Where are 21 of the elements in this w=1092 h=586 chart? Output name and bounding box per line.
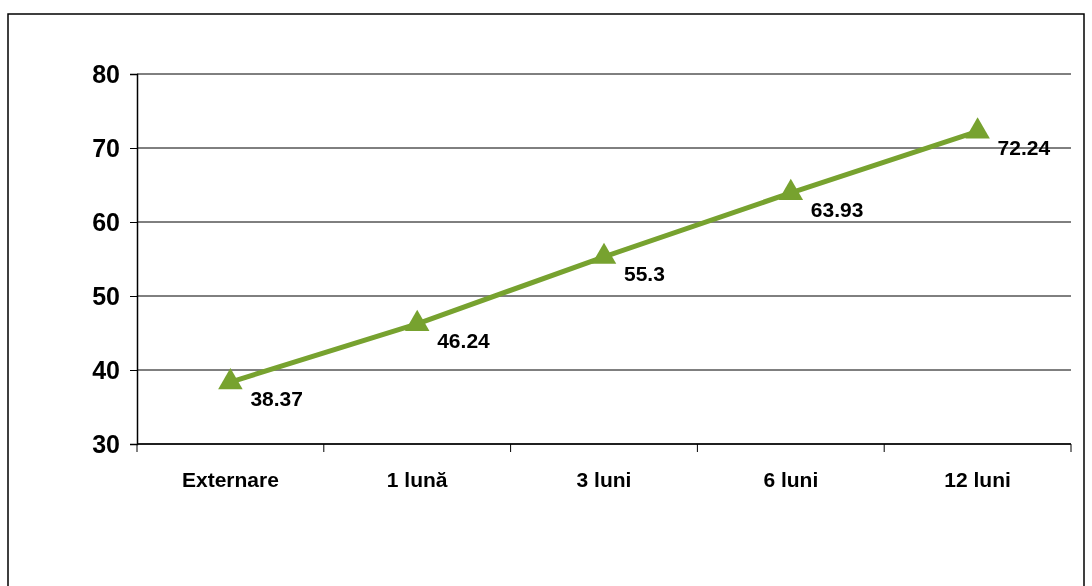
point [965,117,990,139]
y-tick-label: 80 [92,59,120,88]
point [218,367,243,390]
data-label: 63.93 [810,197,864,221]
point [404,309,430,331]
data-label: 46.24 [437,328,491,352]
y-tick-label: 70 [92,133,120,162]
data-label: 38.37 [250,387,303,411]
y-tick-label: 30 [92,429,120,458]
data-label: 72.24 [997,136,1051,160]
x-tick-label: 1 lună [386,467,448,491]
data-label: 55.3 [624,261,665,285]
y-tick-label: 60 [92,207,120,236]
point [778,178,804,200]
x-tick-label: 12 luni [944,467,1011,491]
y-tick-label: 40 [92,355,120,384]
x-tick-label: Externare [181,467,279,491]
x-tick-label: 3 luni [576,467,632,491]
x-tick-label: 6 luni [763,467,819,491]
y-tick-label: 50 [92,281,120,310]
point [591,242,617,264]
